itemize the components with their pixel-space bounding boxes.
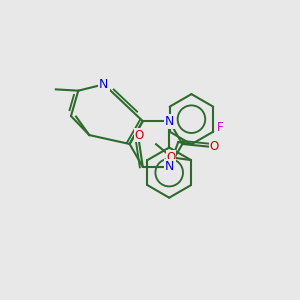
Text: O: O [134,129,143,142]
Text: F: F [216,121,223,134]
Text: N: N [99,78,109,91]
Text: O: O [167,151,176,164]
Text: N: N [164,160,174,173]
Text: O: O [210,140,219,153]
Text: N: N [164,115,174,128]
